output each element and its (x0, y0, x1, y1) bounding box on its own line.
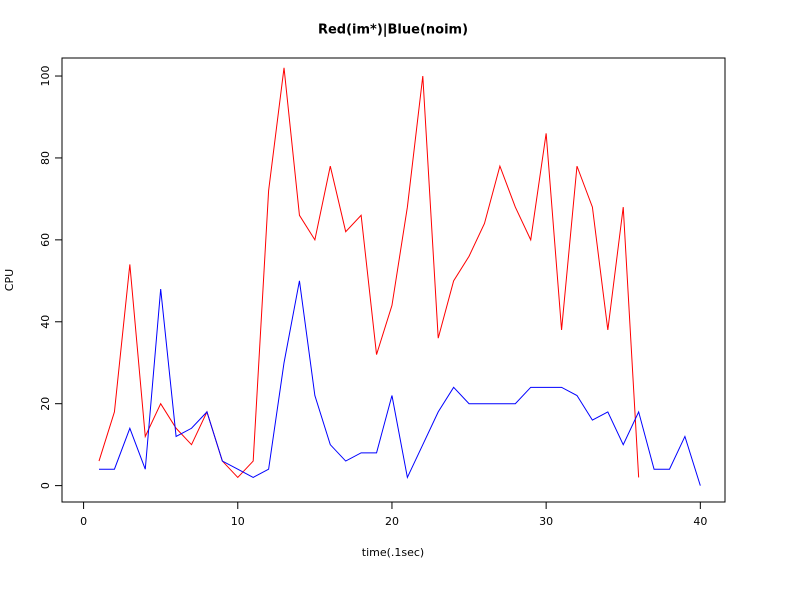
x-tick-label: 30 (539, 515, 553, 528)
x-tick-label: 20 (385, 515, 399, 528)
y-tick-label: 0 (39, 482, 52, 489)
series-line (99, 280, 701, 486)
plot-frame (61, 57, 726, 503)
x-tick-label: 0 (80, 515, 87, 528)
x-axis-label: time(.1sec) (362, 546, 424, 559)
y-axis-label: CPU (3, 269, 16, 291)
y-tick-label: 80 (39, 151, 52, 165)
y-tick-label: 20 (39, 397, 52, 411)
x-tick-label: 40 (693, 515, 707, 528)
y-tick-label: 60 (39, 233, 52, 247)
chart-title: Red(im*)|Blue(noim) (318, 23, 468, 38)
series-line (98, 67, 640, 479)
y-tick-label: 100 (39, 66, 52, 87)
x-tick-label: 10 (231, 515, 245, 528)
y-tick-label: 40 (39, 315, 52, 329)
